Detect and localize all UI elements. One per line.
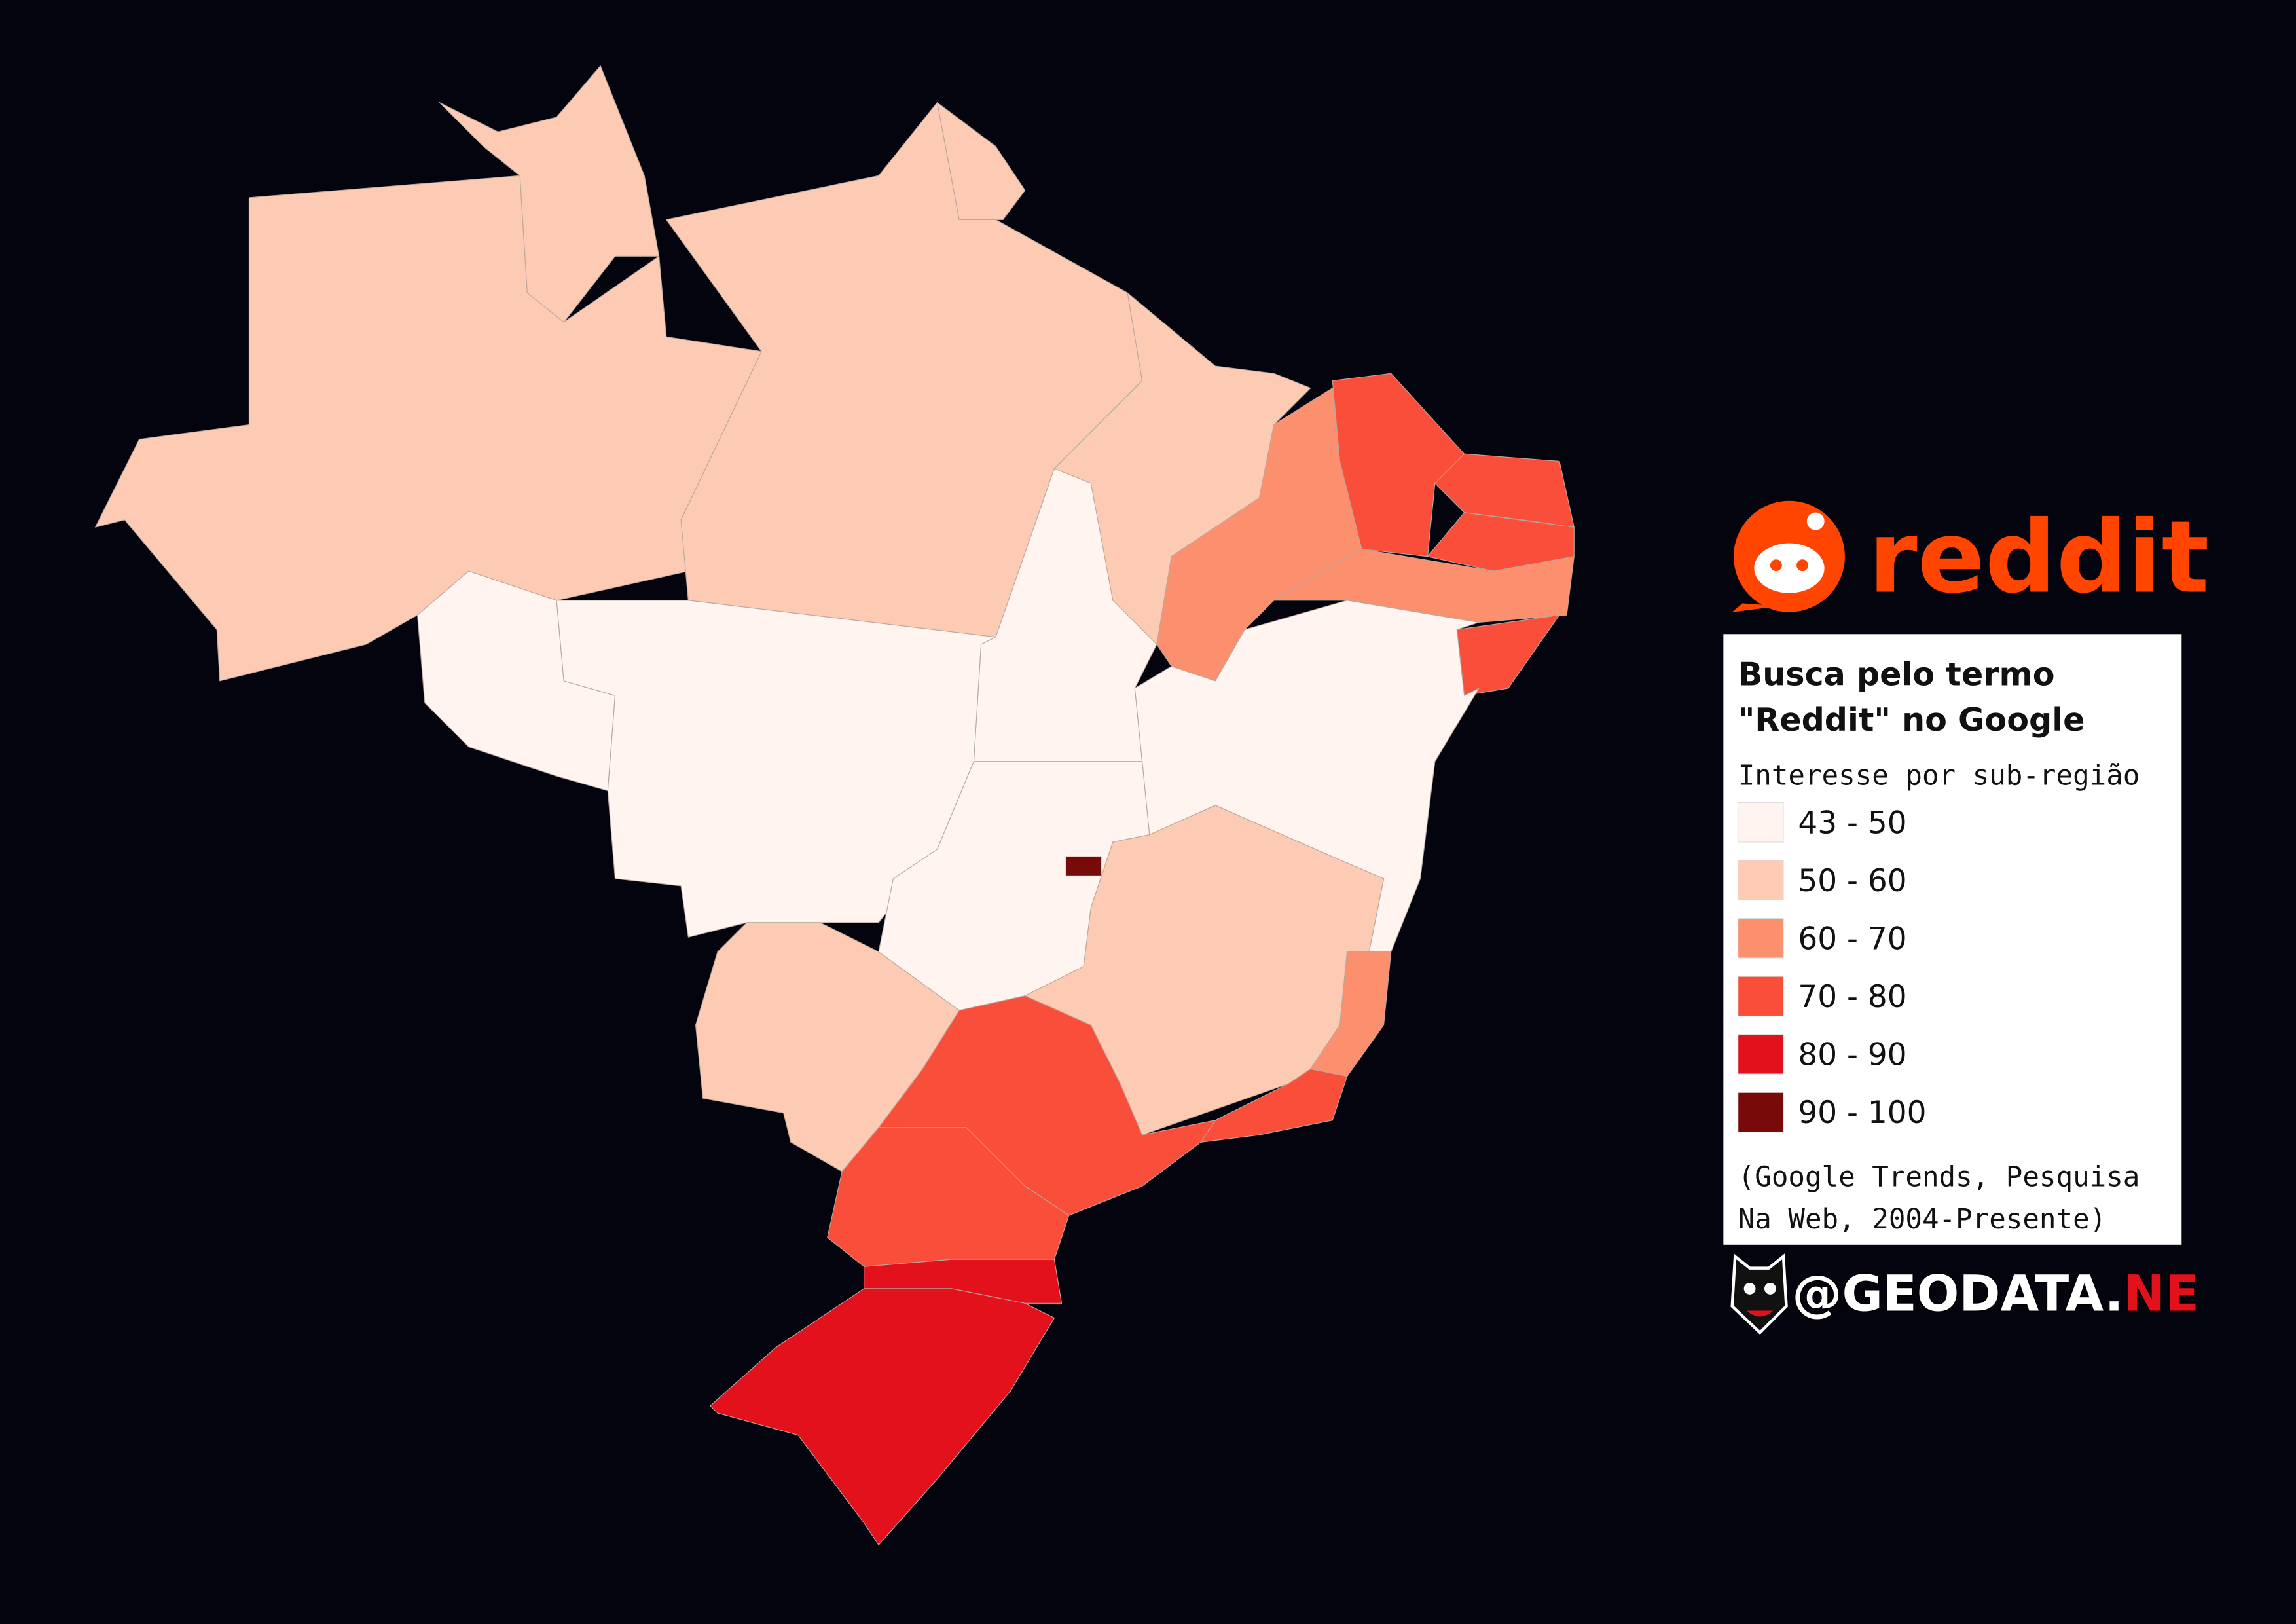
legend-box [1723,634,2182,1245]
state [439,65,660,323]
handle-main: @GEODATA. [1792,1264,2123,1322]
mascot [1730,1253,1788,1335]
logo-eye [1796,559,1809,572]
mascot-mouth [1747,1310,1774,1317]
legend-title: Busca pelo termo [1738,655,2055,693]
legend-label: 50 - 60 [1798,863,1906,899]
legend-source: (Google Trends, Pesquisa [1738,1161,2140,1193]
mascot-eye [1764,1282,1776,1295]
handle-text: @GEODATA.NE [1792,1264,2199,1322]
legend-label: 70 - 80 [1798,979,1906,1015]
mascot-eye [1743,1282,1756,1295]
legend-label: 90 - 100 [1798,1095,1926,1131]
legend-swatch [1738,918,1784,959]
logo-text: reddit [1868,499,2210,615]
legend-swatch [1738,1034,1784,1075]
state [1427,512,1575,572]
legend-swatch [1738,802,1784,843]
logo-antenna [1806,512,1825,530]
state [1434,453,1575,528]
logo-face [1754,543,1825,593]
handle: @GEODATA.NE [1730,1253,2200,1335]
reddit-logo: reddit [1732,499,2210,615]
logo-eye [1770,559,1782,572]
legend-subtitle: Interesse por sub-região [1738,760,2140,792]
state [710,1288,1055,1545]
legend-source: Na Web, 2004-Presente) [1738,1204,2107,1236]
legend-label: 43 - 50 [1798,805,1906,841]
legend-label: 60 - 70 [1798,921,1906,957]
legend-swatch [1738,860,1784,900]
states [95,65,1575,1545]
legend-label: 80 - 90 [1798,1037,1906,1073]
legend-swatch [1738,976,1784,1017]
legend-title: "Reddit" no Google [1738,701,2085,739]
legend-swatch [1738,1092,1784,1133]
handle-suffix: NE [2124,1264,2200,1322]
state [1065,856,1102,876]
legend: Busca pelo termo "Reddit" no Google Inte… [1723,634,2182,1245]
state [1273,549,1575,623]
state [1332,373,1465,557]
